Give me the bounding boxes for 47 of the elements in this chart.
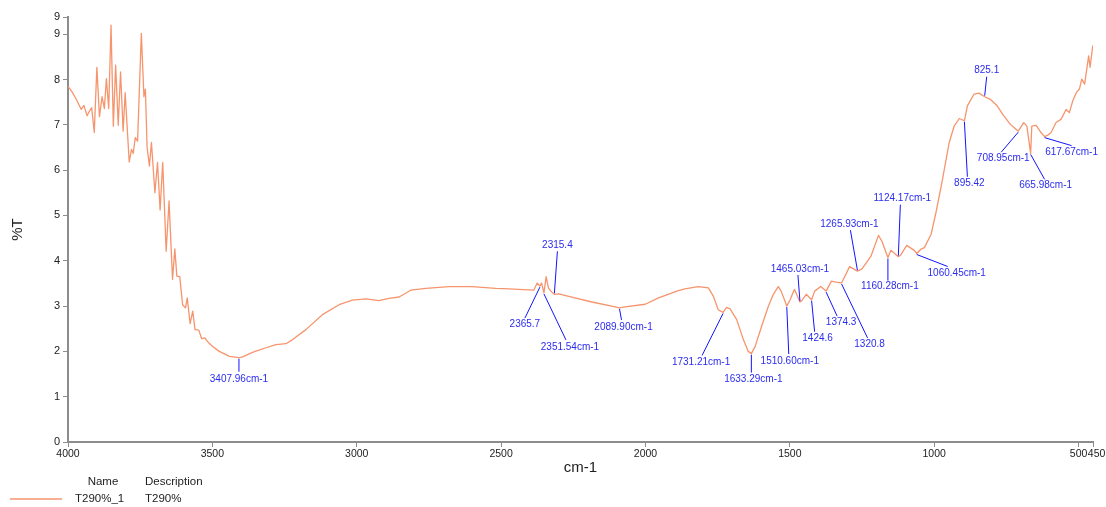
x-tick-label: 3000 xyxy=(345,447,369,460)
annotation: 1424.6 xyxy=(802,332,834,344)
y-tick-label: 9 xyxy=(53,10,60,23)
y-tick-label: 6 xyxy=(53,163,60,176)
x-axis-title: cm-1 xyxy=(563,458,598,476)
annotation: 1374.3 xyxy=(825,315,857,327)
annotation: 1160.28cm-1 xyxy=(861,280,920,292)
x-tick-label: 2000 xyxy=(633,447,658,460)
x-tick-label: 4000 xyxy=(56,447,80,460)
annotation: 2365.7 xyxy=(509,317,541,329)
y-tick-label: 9 xyxy=(53,27,60,40)
annotation: 1060.45cm-1 xyxy=(927,267,987,279)
annotation: 2315.4 xyxy=(542,239,574,251)
y-tick-label: 8 xyxy=(53,72,60,85)
annotation: 2089.90cm-1 xyxy=(594,320,654,332)
annotation: 617.67cm-1 xyxy=(1045,146,1099,158)
annotation: 1320.8 xyxy=(854,337,886,349)
x-tick-label: 500 xyxy=(1069,447,1088,460)
y-tick-label: 0 xyxy=(53,435,60,448)
y-tick-label: 1 xyxy=(53,389,60,402)
y-axis-title: %T xyxy=(8,218,26,241)
x-tick-label: 450 xyxy=(1087,447,1106,460)
annotation: 2351.54cm-1 xyxy=(540,340,600,352)
legend-title: Name xyxy=(87,475,119,488)
annotation: 895.42 xyxy=(954,176,986,188)
annotation: 708.95cm-1 xyxy=(976,151,1031,163)
x-tick-label: 1000 xyxy=(922,447,947,460)
annotation: 1633.29cm-1 xyxy=(724,373,783,385)
annotation: 665.98cm-1 xyxy=(1019,179,1073,191)
text: Description xyxy=(145,475,203,488)
annotation: 1124.17cm-1 xyxy=(873,192,932,204)
annotation: 825.1 xyxy=(974,64,1000,76)
y-tick-label: 3 xyxy=(53,299,60,312)
legend-label: T290%_1 xyxy=(75,492,125,505)
x-tick-label: 3500 xyxy=(200,447,225,460)
text: T290% xyxy=(145,492,182,505)
y-tick-label: 5 xyxy=(53,208,60,221)
annotation: 1465.03cm-1 xyxy=(770,262,830,274)
annotation: 3407.96cm-1 xyxy=(209,373,269,385)
y-tick-label: 4 xyxy=(53,253,60,266)
x-tick-label: 1500 xyxy=(778,447,802,460)
y-tick-label: 7 xyxy=(53,117,60,130)
y-tick-label: 2 xyxy=(53,344,60,357)
x-tick-label: 2500 xyxy=(489,447,513,460)
annotation: 1510.60cm-1 xyxy=(760,354,820,366)
annotation: 1265.93cm-1 xyxy=(820,217,880,229)
annotation: 1731.21cm-1 xyxy=(671,356,731,368)
